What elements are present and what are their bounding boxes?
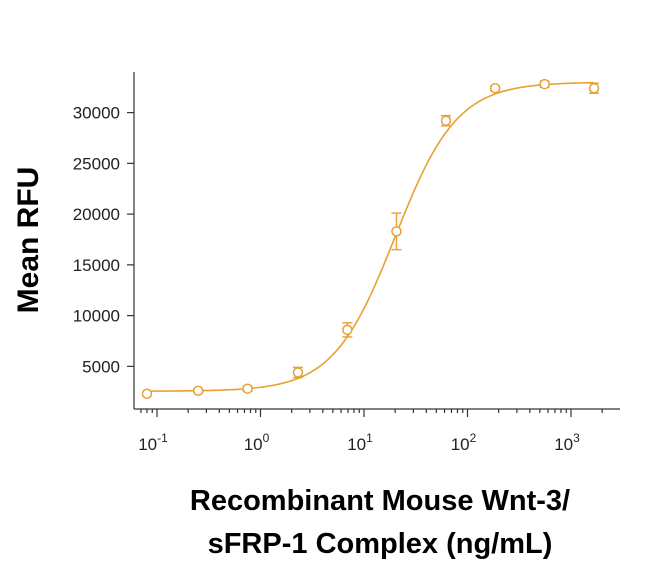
y-tick-label: 30000 <box>73 104 120 123</box>
x-tick-label: 102 <box>451 431 477 454</box>
data-point <box>391 226 402 237</box>
fit-curve <box>146 81 595 392</box>
x-ticks: 10-1 100 101 102 103 <box>138 409 603 454</box>
x-tick-label-base: 10 <box>451 435 470 454</box>
x-tick-label: 101 <box>347 431 373 454</box>
y-tick-label: 15000 <box>73 256 120 275</box>
series-group <box>141 78 600 400</box>
x-tick-label-base: 10 <box>347 435 366 454</box>
y-tick-label: 20000 <box>73 205 120 224</box>
x-tick-label-base: 10 <box>138 435 157 454</box>
data-point <box>141 388 153 400</box>
data-point <box>440 115 452 126</box>
data-point <box>242 383 253 394</box>
data-point <box>342 324 353 336</box>
x-tick-label-base: 10 <box>244 435 263 454</box>
x-tick-label-base: 10 <box>554 435 573 454</box>
y-tick-label: 5000 <box>82 357 120 376</box>
x-tick-label-exponent: 2 <box>470 431 477 445</box>
x-tick-label-exponent: 3 <box>573 431 580 445</box>
data-point <box>192 385 204 396</box>
x-tick-label: 103 <box>554 431 580 454</box>
x-tick-label: 10-1 <box>138 431 168 454</box>
data-point <box>588 82 600 94</box>
data-point <box>489 82 501 94</box>
y-tick-label: 25000 <box>73 154 120 173</box>
x-tick-label-exponent: 0 <box>263 431 270 445</box>
x-tick-label-exponent: 1 <box>366 431 373 445</box>
y-axis-label: Mean RFU <box>12 167 45 314</box>
axes <box>133 72 620 410</box>
y-ticks: 5000 10000 15000 20000 25000 30000 <box>73 104 134 376</box>
x-tick-label-exponent: -1 <box>157 431 168 445</box>
x-axis-label-line-1: Recombinant Mouse Wnt-3/ <box>190 485 570 517</box>
x-axis-label-line-2: sFRP-1 Complex (ng/mL) <box>208 528 553 560</box>
data-point <box>539 78 550 90</box>
x-tick-label: 100 <box>244 431 270 454</box>
y-tick-label: 10000 <box>73 307 120 326</box>
data-point <box>292 367 304 378</box>
